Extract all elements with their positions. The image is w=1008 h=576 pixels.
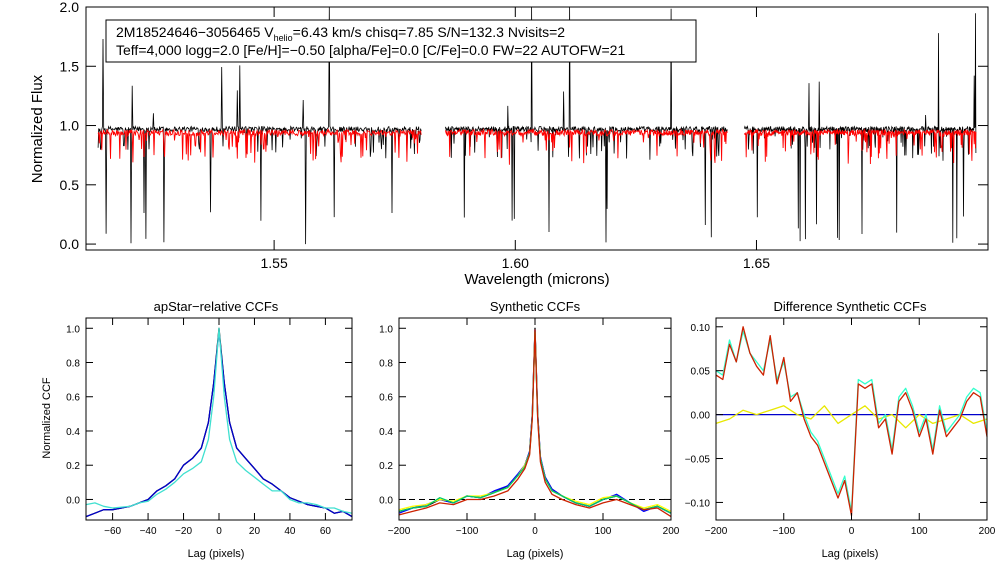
spectrum-series-model-chip-3 xyxy=(743,128,977,165)
difference-ccf-x-tick-label: 200 xyxy=(979,526,996,537)
synthetic-ccf-ticks: −200 −100 0 100 200 0.0 0.2 0.4 0.6 0.8 1.0 xyxy=(379,318,680,537)
annotation-box-border xyxy=(105,19,697,63)
apstar-ccf-title: apStar−relative CCFs xyxy=(154,299,279,314)
apstar-ccf-y-tick-label: 0.8 xyxy=(66,359,80,370)
synthetic-ccf-title: Synthetic CCFs xyxy=(490,299,581,314)
synthetic-ccf-y-tick-label: 0.0 xyxy=(379,495,393,506)
synthetic-ccf-y-tick-label: 0.6 xyxy=(379,393,393,404)
annotation-line-1: 2M18524646−3056465 Vhelio=6.43 km/s chis… xyxy=(116,24,565,43)
apstar-ccf-series-combined xyxy=(85,327,353,514)
apstar-ccf-x-tick-label: −60 xyxy=(104,526,121,537)
synthetic-ccf-series-model-c xyxy=(398,329,672,518)
synthetic-ccf-x-tick-label: 100 xyxy=(595,526,612,537)
spectrum-series-model-chip-1 xyxy=(97,128,422,163)
apstar-ccf-x-axis-label: Lag (pixels) xyxy=(188,548,245,560)
difference-ccf-y-tick-label: 0.00 xyxy=(691,411,711,422)
spectrum-x-axis-label: Wavelength (microns) xyxy=(464,271,609,288)
spectrum-series-model-chip-2 xyxy=(444,127,728,165)
difference-ccf-panel: Difference Synthetic CCFs −200 −100 0 100 20… xyxy=(685,299,996,560)
spectrum-series-observed-chip-3 xyxy=(744,13,977,243)
apstar-ccf-x-tick-label: 60 xyxy=(320,526,332,537)
difference-ccf-y-tick-label: −0.05 xyxy=(685,455,711,466)
spectrum-x-tick-label: 1.55 xyxy=(260,255,287,271)
apstar-ccf-x-tick-label: 0 xyxy=(216,526,222,537)
apstar-ccf-y-tick-label: 0.6 xyxy=(66,393,80,404)
apstar-ccf-y-tick-label: 0.0 xyxy=(66,495,80,506)
spectrum-y-tick-label: 0.5 xyxy=(60,177,80,193)
synthetic-ccf-panel: Synthetic CCFs −200 −100 0 100 200 0.0 0.2 0.4 0… xyxy=(379,299,680,560)
difference-ccf-y-tick-label: 0.05 xyxy=(691,367,711,378)
difference-ccf-x-tick-label: 100 xyxy=(911,526,928,537)
synthetic-ccf-series-layer xyxy=(398,327,672,518)
difference-ccf-y-tick-label: −0.10 xyxy=(685,498,711,509)
synthetic-ccf-y-tick-label: 0.2 xyxy=(379,461,393,472)
spectrum-y-axis-label: Normalized Flux xyxy=(29,74,46,183)
annotation-line-1-subscript: helio xyxy=(274,33,293,43)
annotation-line-2: Teff=4,000 logg=2.0 [Fe/H]=−0.50 [alpha/… xyxy=(116,42,625,58)
difference-ccf-ticks: −200 −100 0 100 200 −0.10 −0.05 0.00 0.05 0.10 xyxy=(685,318,996,537)
synthetic-ccf-x-axis-label: Lag (pixels) xyxy=(507,548,564,560)
apstar-ccf-panel: apStar−relative CCFs −60 −40 −20 0 20 40 60 0.0… xyxy=(41,299,353,560)
difference-ccf-y-tick-label: 0.10 xyxy=(691,323,711,334)
apstar-ccf-y-tick-label: 1.0 xyxy=(66,324,80,335)
synthetic-ccf-x-tick-label: −200 xyxy=(388,526,411,537)
synthetic-ccf-y-tick-label: 1.0 xyxy=(379,324,393,335)
spectrum-y-tick-label: 1.5 xyxy=(60,58,80,74)
apstar-ccf-y-tick-label: 0.2 xyxy=(66,461,80,472)
spectrum-y-tick-label: 0.0 xyxy=(60,236,80,252)
apstar-ccf-x-tick-label: 40 xyxy=(284,526,296,537)
spectrum-series-layer xyxy=(97,6,977,245)
apstar-ccf-y-axis-label: Normalized CCF xyxy=(41,377,53,459)
spectrum-plot-frame xyxy=(85,6,989,251)
difference-ccf-title: Difference Synthetic CCFs xyxy=(774,299,927,314)
difference-ccf-x-tick-label: −100 xyxy=(772,526,795,537)
spectrum-y-tick-label: 2.0 xyxy=(60,0,80,15)
spectrum-annotation-box: 2M18524646−3056465 Vhelio=6.43 km/s chis… xyxy=(105,19,697,63)
difference-ccf-x-axis-label: Lag (pixels) xyxy=(822,548,879,560)
spectrum-x-tick-label: 1.60 xyxy=(502,255,529,271)
apstar-ccf-x-tick-label: −40 xyxy=(140,526,157,537)
synthetic-ccf-x-tick-label: 200 xyxy=(663,526,680,537)
spectrum-ticks: 1.55 1.60 1.65 0.0 0.5 1.0 1.5 2.0 xyxy=(60,0,988,271)
difference-ccf-x-tick-label: 0 xyxy=(849,526,855,537)
apstar-ccf-ticks: −60 −40 −20 0 20 40 60 0.0 0.2 0.4 0.6 0.8 1.0 xyxy=(66,318,352,537)
apstar-ccf-x-tick-label: 20 xyxy=(249,526,261,537)
spectrum-x-tick-label: 1.65 xyxy=(743,255,770,271)
synthetic-ccf-y-tick-label: 0.4 xyxy=(379,427,393,438)
annotation-line-1-part-b: =6.43 km/s chisq=7.85 S/N=132.3 Nvisits=… xyxy=(293,24,566,40)
difference-ccf-series-layer xyxy=(715,326,988,517)
annotation-line-1-part-a: 2M18524646−3056465 V xyxy=(116,24,274,40)
apstar-ccf-x-tick-label: −20 xyxy=(175,526,192,537)
synthetic-ccf-x-tick-label: −100 xyxy=(456,526,479,537)
difference-ccf-x-tick-label: −200 xyxy=(705,526,728,537)
synthetic-ccf-y-tick-label: 0.8 xyxy=(379,359,393,370)
spectrum-panel: 1.55 1.60 1.65 0.0 0.5 1.0 1.5 2.0 Wavelength (… xyxy=(29,0,989,288)
apstar-ccf-series-layer xyxy=(85,327,353,518)
synthetic-ccf-x-tick-label: 0 xyxy=(532,526,538,537)
spectrum-y-tick-label: 1.0 xyxy=(60,118,80,134)
apstar-ccf-y-tick-label: 0.4 xyxy=(66,427,80,438)
